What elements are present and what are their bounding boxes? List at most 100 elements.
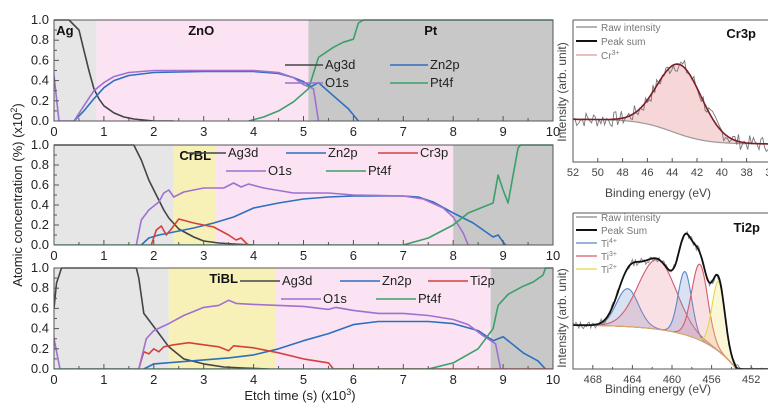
legend-label: Pt4f <box>430 75 454 90</box>
sup: 4+ <box>609 238 617 245</box>
y-tick-label: 0.2 <box>31 217 49 232</box>
x-tick-label: 2 <box>150 372 157 387</box>
region-label: Ag <box>56 23 73 38</box>
y-axis-label: Atomic concentration (%) (x102) <box>9 103 25 286</box>
legend-label: Cr3p <box>420 145 448 160</box>
legend-label: O1s <box>268 163 292 178</box>
legend: Ag3d Zn2p O1s Pt4f <box>285 57 460 90</box>
y-tick-label: 0.2 <box>31 93 49 108</box>
panel-title: Cr3p <box>726 26 756 41</box>
depth-panel-1: Ag ZnO Pt 0 1 2 3 4 5 6 7 8 9 10 0.0 0.2 0.4 0.6 0.8 1.0 Ag3… <box>31 12 560 139</box>
x-tick-label: 42 <box>691 167 703 179</box>
x-tick-label: 5 <box>300 372 307 387</box>
x-tick-label: 50 <box>592 167 604 179</box>
region-label: Pt <box>424 23 438 38</box>
region-label: TiBL <box>209 271 238 286</box>
x-tick-label: 1 <box>100 372 107 387</box>
x-tick-label: 6 <box>350 372 357 387</box>
legend-label: Ag3d <box>228 145 258 160</box>
x-tick-label: 0 <box>50 372 57 387</box>
series-line-zn2p <box>140 195 507 245</box>
y-tick-label: 0.4 <box>31 197 49 212</box>
region-band <box>168 268 277 369</box>
x-tick-label: 2 <box>150 248 157 263</box>
series-line-zn2p <box>143 320 547 369</box>
x-tick-label: 452 <box>742 374 760 386</box>
cr3p-x-axis-label: Binding energy (eV) <box>605 186 711 200</box>
ti2p-y-axis-label: Intensity (arb. unit) <box>555 268 569 367</box>
depth-panel-2: CrBL 0 1 2 3 4 5 6 7 8 9 10 0.0 0.2 0.4 0.6 0.8 1.0 Ag3d Zn… <box>31 137 560 263</box>
y-tick-label: 0.6 <box>31 52 49 67</box>
y-tick-label: 1.0 <box>31 137 49 152</box>
x-tick-label: 2 <box>150 124 157 139</box>
x-tick-label: 9 <box>499 248 506 263</box>
region-band <box>276 268 491 369</box>
region-band <box>308 20 553 121</box>
x-tick-label: 10 <box>546 248 560 263</box>
x-tick-label: 10 <box>546 372 560 387</box>
legend-label: Ti2+ <box>601 264 617 276</box>
x-tick-label: 8 <box>450 248 457 263</box>
x-tick-label: 460 <box>663 374 681 386</box>
series-line-pt4f <box>54 267 553 369</box>
legend-label: Pt4f <box>418 291 442 306</box>
x-tick-label: 38 <box>740 167 752 179</box>
region-band <box>54 145 174 245</box>
x-tick-label: 36 <box>765 167 768 179</box>
cr3p-y-axis-label: Intensity (arb. unit) <box>555 42 569 141</box>
panel-title: Ti2p <box>734 220 761 235</box>
region-band <box>490 268 553 369</box>
series-line-ag3d <box>54 19 174 121</box>
series-line-cr3p <box>150 218 250 245</box>
region-band <box>216 145 454 245</box>
background-line <box>573 324 768 369</box>
legend-label: Ag3d <box>325 57 355 72</box>
x-tick-label: 9 <box>499 124 506 139</box>
legend: Ag3d Zn2p Cr3p O1s Pt4f <box>186 145 448 178</box>
x-tick-label: 468 <box>584 374 602 386</box>
series-line-ti2p <box>138 341 553 369</box>
x-tick-label: 6 <box>350 124 357 139</box>
x-tick-label: 5 <box>300 248 307 263</box>
legend-label: Zn2p <box>430 57 460 72</box>
sup: 2+ <box>609 264 617 271</box>
y-tick-label: 0.2 <box>31 341 49 356</box>
spectrum-group <box>573 59 768 153</box>
y-tick-label: 0.6 <box>31 300 49 315</box>
y-tick-label: 0.6 <box>31 177 49 192</box>
x-tick-label: 46 <box>641 167 653 179</box>
region-label: CrBL <box>179 148 211 163</box>
series-line-pt4f <box>248 19 553 121</box>
legend-label: Ti2p <box>470 273 495 288</box>
x-tick-label: 464 <box>623 374 641 386</box>
legend-label: Zn2p <box>382 273 412 288</box>
series-line-o1s <box>54 299 502 369</box>
x-tick-label: 0 <box>50 124 57 139</box>
y-tick-label: 0.0 <box>31 361 49 376</box>
xps-spectra-panels: 52 50 48 46 44 42 40 38 36 Cr3p Raw intensity Peak … <box>567 19 768 386</box>
y-tick-label: 1.0 <box>31 260 49 275</box>
x-tick-label: 8 <box>450 124 457 139</box>
x-tick-label: 52 <box>567 167 579 179</box>
x-tick-label: 1 <box>100 248 107 263</box>
x-tick-label: 5 <box>300 124 307 139</box>
legend-label: Ti4+ <box>601 238 617 250</box>
peak-fill-ti4plus <box>573 288 768 369</box>
series-line-zn2p <box>73 70 360 121</box>
peak-fill-ti2plus <box>573 281 768 369</box>
x-tick-label: 1 <box>100 124 107 139</box>
series-group <box>54 19 553 121</box>
legend-label: Ag3d <box>282 273 312 288</box>
legend-label: Peak Sum <box>601 226 647 237</box>
x-tick-label: 9 <box>499 372 506 387</box>
series-line-ag3d <box>54 144 254 245</box>
ti2p-x-axis-label: Binding energy (eV) <box>605 382 711 396</box>
depth-panel-3: TiBL 0 1 2 3 4 5 6 7 8 9 10 0.0 0.2 0.4 0.6 0.8 1.0 Ag3d Zn… <box>31 260 560 387</box>
x-tick-label: 4 <box>250 124 257 139</box>
x-tick-label: 48 <box>616 167 628 179</box>
series-line-o1s <box>135 182 469 245</box>
y-tick-label: 0.4 <box>31 321 49 336</box>
x-tick-label: 7 <box>400 124 407 139</box>
legend-label: Ti3+ <box>601 251 617 263</box>
